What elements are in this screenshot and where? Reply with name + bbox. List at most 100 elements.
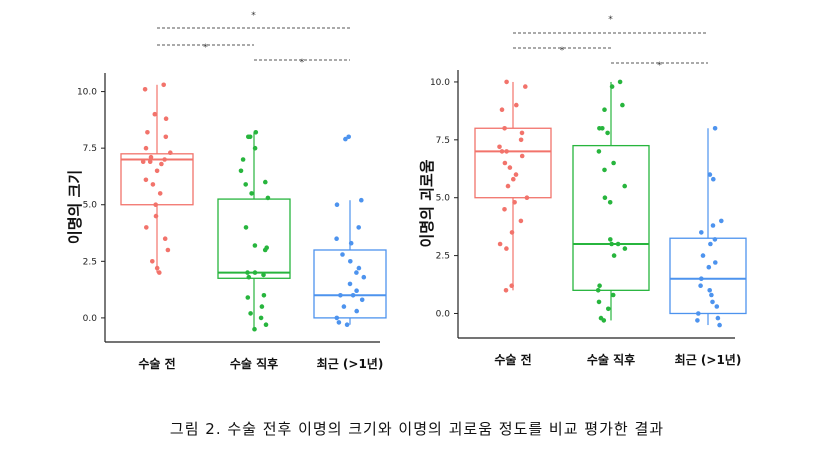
data-point (719, 218, 724, 224)
data-point (509, 283, 514, 289)
box-iqr (217, 198, 291, 279)
data-point (611, 160, 616, 166)
box-iqr (572, 144, 650, 291)
data-point (602, 167, 607, 173)
data-point (695, 318, 700, 323)
data-point (154, 168, 160, 174)
y-tick-label: 0.0 (83, 314, 98, 324)
data-point (511, 176, 516, 182)
data-point (246, 274, 252, 280)
data-point (709, 292, 714, 298)
data-point (512, 200, 517, 205)
data-point (518, 137, 524, 143)
y-tick-label: 2.5 (436, 252, 450, 262)
data-point (163, 134, 169, 140)
data-point (523, 84, 528, 89)
data-point (344, 322, 350, 328)
data-point (252, 243, 258, 248)
significance-star: * (608, 15, 613, 25)
data-point (509, 230, 515, 235)
data-point (252, 326, 257, 332)
data-point (157, 270, 162, 275)
data-point (359, 197, 364, 203)
data-point (608, 237, 613, 242)
data-point (162, 236, 168, 241)
data-point (154, 265, 160, 271)
y-tick-label: 2.5 (83, 257, 97, 267)
data-point (140, 159, 146, 164)
y-tick-label: 7.5 (436, 136, 450, 146)
data-point (145, 130, 150, 135)
y-tick-label: 5.0 (83, 201, 98, 211)
data-point (341, 304, 347, 309)
data-point (354, 288, 359, 294)
data-point (602, 107, 607, 112)
data-point (356, 225, 362, 230)
data-point (334, 236, 339, 241)
data-point (504, 79, 509, 85)
data-point (617, 79, 623, 85)
data-point (519, 153, 525, 159)
data-point (699, 276, 704, 282)
data-point (595, 288, 601, 293)
data-point (708, 241, 713, 247)
data-point (504, 149, 509, 154)
data-point (609, 84, 615, 89)
data-point (238, 168, 244, 174)
data-point (359, 297, 365, 303)
data-point (265, 195, 271, 201)
data-point (161, 82, 166, 88)
data-point (696, 311, 701, 316)
x-category-label: 최근 (>1년) (675, 352, 742, 367)
data-point (609, 241, 614, 247)
data-point (243, 182, 248, 187)
data-point (361, 274, 367, 280)
y-tick-label: 10.0 (430, 78, 450, 88)
data-point (710, 223, 716, 228)
data-point (263, 322, 269, 328)
data-point (245, 295, 251, 300)
data-point (334, 315, 340, 321)
significance-star: * (657, 61, 662, 71)
data-point (143, 145, 149, 151)
data-point (717, 322, 722, 328)
data-point (715, 315, 721, 321)
data-point (502, 207, 507, 212)
data-point (348, 259, 353, 264)
data-point (259, 304, 265, 309)
data-point (711, 176, 716, 182)
data-point (707, 172, 713, 177)
data-point (338, 293, 343, 298)
y-tick-label: 0.0 (436, 309, 451, 319)
y-axis-label: 이명의 크기 (66, 170, 84, 244)
data-point (504, 246, 509, 251)
data-point (502, 126, 507, 131)
data-point (605, 130, 610, 136)
data-point (606, 306, 611, 312)
data-point (153, 213, 159, 219)
data-point (148, 154, 154, 160)
figure-caption: 그림 2. 수술 전후 이명의 크기와 이명의 괴로움 정도를 비교 평가한 결… (169, 420, 665, 438)
significance-star: * (560, 46, 565, 56)
data-point (165, 247, 171, 253)
data-point (168, 150, 173, 155)
data-point (700, 253, 706, 258)
data-point (502, 160, 508, 166)
data-point (157, 191, 163, 196)
data-point (261, 293, 267, 298)
data-point (597, 126, 602, 131)
data-point (698, 283, 703, 289)
data-point (712, 126, 718, 131)
data-point (162, 157, 167, 162)
data-point (336, 320, 342, 325)
data-point (348, 240, 354, 246)
data-point (611, 253, 617, 258)
data-point (163, 116, 169, 121)
data-point (144, 225, 149, 230)
data-point (518, 218, 524, 224)
data-point (240, 157, 246, 162)
data-point (602, 195, 608, 200)
y-tick-label: 10.0 (77, 88, 97, 98)
